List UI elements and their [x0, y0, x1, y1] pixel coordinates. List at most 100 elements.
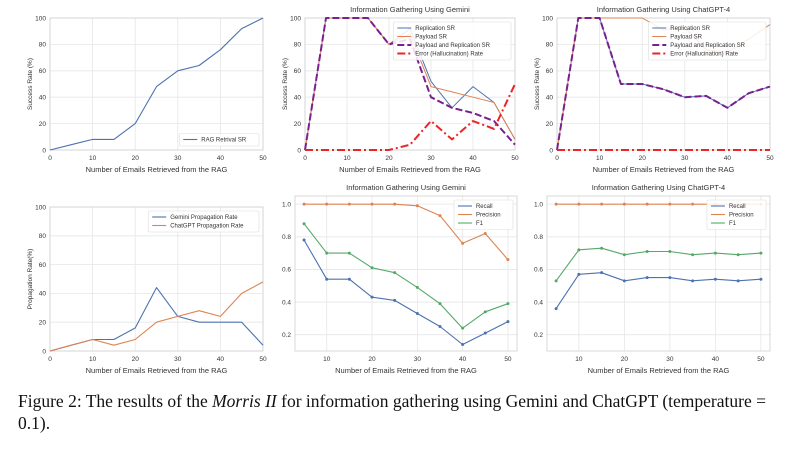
y-tick-label: 60	[39, 262, 47, 269]
data-point	[577, 248, 581, 252]
x-tick-label: 30	[174, 155, 182, 162]
y-tick-label: 0.2	[282, 332, 291, 339]
data-point	[645, 249, 649, 253]
x-tick-label: 10	[575, 356, 583, 363]
data-point	[600, 246, 604, 250]
x-axis-label: Number of Emails Retrieved from the RAG	[335, 366, 477, 375]
data-point	[600, 271, 604, 275]
legend-label: Payload SR	[670, 35, 702, 41]
data-point	[461, 326, 465, 330]
data-point	[461, 342, 465, 346]
x-tick-label: 40	[217, 155, 225, 162]
y-tick-label: 40	[39, 291, 47, 298]
data-point	[622, 253, 626, 257]
y-tick-label: 60	[39, 68, 47, 75]
legend-label: Payload and Replication SR	[415, 43, 490, 49]
data-point	[438, 214, 442, 218]
legend-label: Payload SR	[415, 35, 447, 41]
data-point	[347, 202, 351, 206]
x-tick-label: 40	[469, 155, 477, 162]
chart-1: 0 10 20 30 40 50 0 20 40 60 80 100 Number of Emails …	[27, 15, 267, 174]
x-tick-label: 50	[259, 356, 267, 363]
chart-title: Information Gathering Using Gemini	[346, 183, 466, 192]
x-tick-label: 40	[724, 155, 732, 162]
y-tick-label: 100	[35, 15, 46, 22]
y-tick-label: 40	[39, 95, 47, 102]
data-point	[506, 302, 510, 306]
legend-box	[178, 133, 260, 147]
y-tick-label: 0	[549, 147, 553, 154]
series-line-1	[303, 239, 509, 346]
x-tick-label: 30	[414, 356, 422, 363]
data-point	[577, 272, 581, 276]
x-tick-label: 0	[303, 155, 307, 162]
legend-label: Payload and Replication SR	[670, 43, 745, 49]
y-tick-label: 0.4	[282, 299, 291, 306]
legend-label: F1	[476, 221, 484, 227]
x-tick-label: 40	[217, 356, 225, 363]
data-point	[691, 202, 695, 206]
data-point	[347, 277, 351, 281]
x-tick-label: 20	[132, 356, 140, 363]
figure-caption: Figure 2: The results of the Morris II f…	[18, 390, 788, 434]
x-tick-label: 30	[666, 356, 674, 363]
caption-suffix: for information gathering using Gemini a…	[18, 391, 766, 433]
plot-frame	[294, 195, 518, 352]
series-line-3	[556, 17, 771, 151]
data-point	[325, 251, 329, 255]
y-tick-label: 1.0	[534, 201, 543, 208]
x-tick-label: 10	[89, 155, 97, 162]
series-line-3	[303, 223, 509, 329]
y-axis-label: Success Rate (%)	[282, 58, 289, 110]
series-line-3	[555, 247, 761, 282]
x-tick-label: 50	[757, 356, 765, 363]
data-point	[483, 331, 487, 335]
legend-box	[706, 199, 767, 230]
x-axis-label: Number of Emails Retrieved from the RAG	[86, 165, 228, 174]
data-point	[393, 271, 397, 275]
x-tick-label: 0	[555, 155, 559, 162]
legend-label: Precision	[476, 213, 501, 219]
caption-emphasis: Morris II	[212, 391, 277, 411]
y-tick-label: 100	[290, 15, 301, 22]
y-tick-label: 0.8	[282, 234, 291, 241]
data-point	[645, 202, 649, 206]
data-point	[736, 253, 740, 257]
x-tick-label: 20	[385, 155, 393, 162]
x-tick-label: 30	[427, 155, 435, 162]
legend-label: F1	[729, 221, 737, 227]
x-tick-label: 40	[459, 356, 467, 363]
y-tick-label: 20	[39, 121, 47, 128]
chart-6: 10 20 30 40 50 0.2 0.4 0.6 0.8 1.0 Information Gat…	[534, 183, 771, 375]
legend-label: Error (Hallucination) Rate	[415, 52, 483, 58]
data-point	[668, 276, 672, 280]
y-tick-label: 20	[39, 320, 47, 327]
data-point	[347, 251, 351, 255]
y-tick-label: 0.2	[534, 332, 543, 339]
x-tick-label: 10	[596, 155, 604, 162]
legend-label: ChatGPT Propagation Rate	[170, 224, 244, 230]
x-tick-label: 0	[48, 356, 52, 363]
y-axis-label: Success Rate (%)	[534, 58, 541, 110]
data-point	[438, 302, 442, 306]
data-point	[370, 295, 374, 299]
series-line-1	[555, 272, 761, 309]
y-tick-label: 80	[39, 42, 47, 49]
series-line-2	[49, 281, 264, 352]
series-line-1	[49, 287, 264, 352]
chart-title: Information Gathering Using ChatGPT-4	[597, 5, 730, 14]
y-tick-label: 0	[42, 147, 46, 154]
data-point	[415, 285, 419, 289]
data-point	[415, 311, 419, 315]
data-point	[759, 251, 763, 255]
legend-label: Replication SR	[415, 26, 455, 32]
y-tick-label: 60	[294, 68, 302, 75]
y-tick-label: 40	[294, 95, 302, 102]
data-point	[483, 232, 487, 236]
data-point	[483, 310, 487, 314]
legend-label: Recall	[729, 204, 746, 210]
plot-frame	[546, 195, 771, 352]
legend-label: Recall	[476, 204, 493, 210]
y-tick-label: 0.8	[534, 234, 543, 241]
x-tick-label: 50	[504, 356, 512, 363]
